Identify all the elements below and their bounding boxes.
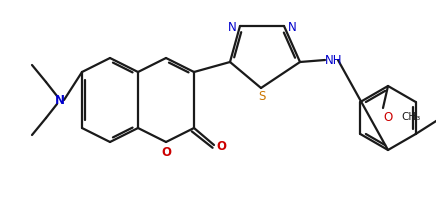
Text: S: S — [258, 89, 266, 102]
Text: NH: NH — [325, 54, 343, 67]
Text: CH₃: CH₃ — [401, 112, 420, 122]
Text: O: O — [383, 111, 393, 124]
Text: N: N — [55, 94, 65, 107]
Text: O: O — [216, 140, 226, 153]
Text: N: N — [228, 20, 236, 33]
Text: O: O — [161, 146, 171, 159]
Text: N: N — [288, 20, 296, 33]
